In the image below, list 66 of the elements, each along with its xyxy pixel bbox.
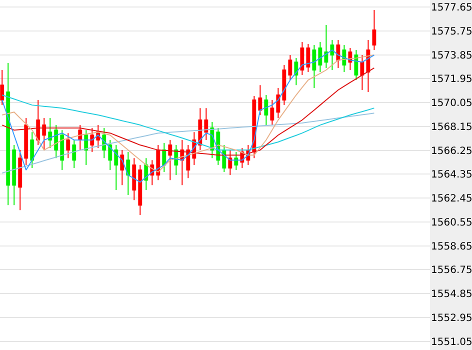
- candlestick: [48, 118, 52, 149]
- y-tick-label: 1554.85: [431, 289, 472, 300]
- candlestick: [126, 152, 130, 196]
- candlestick: [306, 43, 310, 73]
- candlestick: [336, 39, 340, 68]
- y-tick-label: 1571.95: [431, 74, 472, 86]
- candlestick: [294, 58, 298, 86]
- candlestick: [354, 50, 358, 81]
- candlestick: [366, 39, 370, 92]
- candlestick: [264, 94, 268, 126]
- y-tick-label: 1560.55: [431, 217, 472, 228]
- candlestick: [282, 64, 286, 106]
- candlestick: [318, 41, 322, 73]
- candlestick: [360, 54, 364, 90]
- candlestick: [72, 140, 76, 169]
- candlestick: [60, 130, 64, 171]
- y-tick-label: 1556.75: [431, 265, 472, 276]
- candlestick: [18, 150, 22, 211]
- y-tick-label: 1552.95: [431, 312, 472, 324]
- y-tick-label: 1564.35: [431, 170, 472, 181]
- candlestick: [12, 144, 16, 206]
- candlestick: [300, 41, 304, 76]
- candlestick: [228, 150, 232, 176]
- candlestick: [42, 118, 46, 151]
- candlestick: [270, 100, 274, 126]
- candlestick: [0, 70, 4, 106]
- y-tick-label: 1568.15: [431, 122, 472, 133]
- candlestick: [108, 140, 112, 171]
- candlestick: [276, 87, 280, 119]
- y-tick-label: 1558.65: [431, 241, 472, 252]
- line-series: [2, 94, 375, 151]
- candlestick: [6, 62, 10, 206]
- candlestick: [36, 100, 40, 146]
- y-tick-label: 1575.75: [431, 26, 472, 38]
- candlestick: [114, 144, 118, 191]
- candlestick: [156, 144, 160, 181]
- candlestick: [138, 164, 142, 216]
- candlestick: [168, 140, 172, 181]
- y-tick-label: 1577.65: [431, 2, 472, 14]
- candlestick: [342, 44, 346, 73]
- y-tick-label: 1570.05: [431, 98, 472, 110]
- candlestick: [84, 130, 88, 166]
- candlestick: [132, 158, 136, 201]
- line-series: [2, 112, 375, 174]
- candlestick: [162, 142, 166, 173]
- y-tick-label: 1566.25: [431, 146, 472, 157]
- candlestick: [30, 132, 34, 169]
- y-tick-label: 1573.85: [431, 50, 472, 62]
- candlestick: [54, 124, 58, 159]
- candlestick: [288, 54, 292, 81]
- candlestick: [78, 124, 82, 151]
- candlestick: [324, 24, 328, 68]
- candlestick: [120, 150, 124, 186]
- candlestick: [24, 118, 28, 166]
- candlestick: [372, 10, 376, 51]
- candlestick: [258, 84, 262, 116]
- candlestick: [144, 158, 148, 191]
- candlestick: [204, 108, 208, 140]
- y-tick-label: 1551.05: [431, 336, 472, 348]
- candlestick: [66, 132, 70, 159]
- candlestick: [234, 152, 238, 171]
- candlestick: [330, 39, 334, 70]
- candlestick: [312, 44, 316, 88]
- line-series: [2, 67, 375, 156]
- y-tick-label: 1562.45: [431, 194, 472, 205]
- candlestick: [90, 128, 94, 153]
